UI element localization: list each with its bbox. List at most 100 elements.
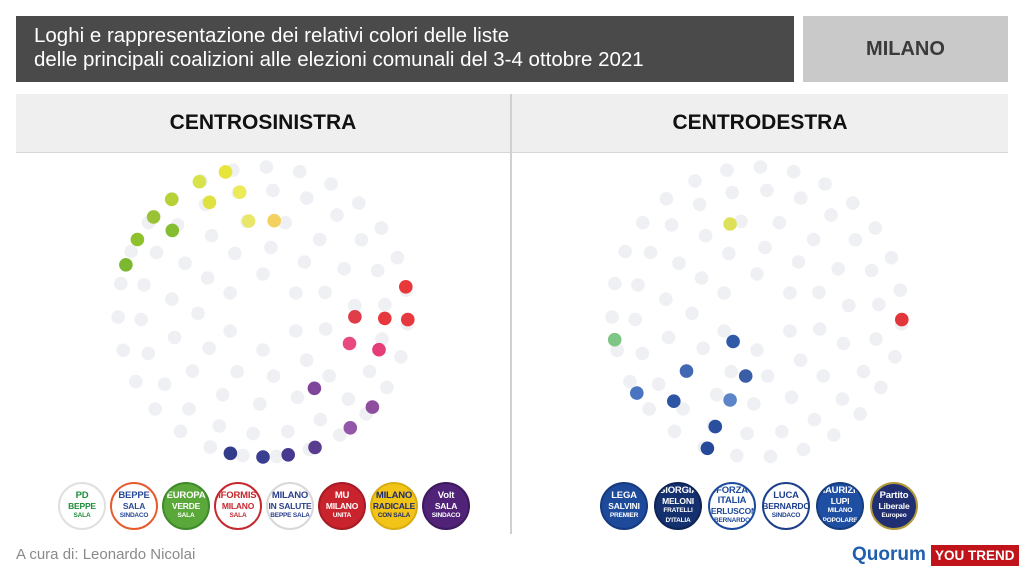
- logo-text: SALVINI: [608, 501, 640, 511]
- logo-text: MILANO POPOLARE: [822, 507, 858, 524]
- background-dot: [212, 419, 227, 433]
- background-dot: [791, 255, 806, 269]
- volt-logo: Volt SALA SINDACO: [422, 482, 470, 530]
- background-dot: [341, 392, 356, 406]
- left-panel-title: CENTROSINISTRA: [16, 94, 510, 153]
- list-color-dot: [630, 386, 644, 400]
- background-dot: [758, 240, 772, 255]
- logo-text: RADICALE: [372, 501, 416, 511]
- background-dot: [354, 233, 369, 247]
- background-dot: [290, 390, 305, 405]
- background-dot: [812, 285, 826, 300]
- list-color-dot: [399, 280, 413, 294]
- background-dot: [796, 442, 811, 457]
- background-dot: [824, 208, 838, 222]
- background-dot: [694, 271, 709, 285]
- logo-text: BERLUSCONI: [710, 506, 754, 516]
- background-dot: [352, 196, 366, 210]
- list-color-dot: [365, 400, 380, 414]
- background-dot: [888, 350, 902, 364]
- background-dot: [178, 256, 192, 271]
- background-dot: [753, 160, 768, 174]
- beppe-sala-sindaco-logo: BEPPE SALA SINDACO: [110, 482, 158, 530]
- background-dot: [812, 322, 827, 336]
- logo-text: SALA: [73, 512, 91, 519]
- background-dot: [266, 369, 281, 383]
- list-color-dot: [223, 446, 238, 461]
- background-dot: [266, 183, 280, 198]
- background-dot: [312, 232, 327, 247]
- background-dot: [793, 353, 808, 368]
- logo-text: SALA: [122, 501, 146, 511]
- background-dot: [874, 380, 888, 395]
- logo-text: Partito: [879, 490, 909, 501]
- background-dot: [750, 343, 764, 357]
- background-dot: [124, 244, 138, 259]
- background-dot: [775, 424, 789, 439]
- logo-text: IN SALUTE: [268, 501, 312, 511]
- list-color-dot: [164, 192, 179, 207]
- background-dot: [848, 233, 863, 247]
- list-color-dot: [723, 393, 737, 407]
- background-dot: [333, 428, 347, 442]
- forza-italia-logo: FORZA ITALIABERLUSCONIBERNARDO: [708, 482, 756, 530]
- list-color-dot: [202, 195, 217, 210]
- logo-text: LEGA: [611, 490, 637, 501]
- bernardo-sindaco-logo: LUCA BERNARDO SINDACO: [762, 482, 810, 530]
- logo-text: Volt: [437, 490, 455, 501]
- logo-text: Liberale: [878, 501, 910, 511]
- partito-liberale-europeo-logo: Partito Liberale Europeo: [870, 482, 918, 530]
- background-dot: [215, 387, 230, 402]
- background-dot: [816, 369, 830, 383]
- list-color-dot: [130, 232, 145, 247]
- background-dot: [259, 160, 274, 174]
- logo-text: LUPI: [830, 496, 850, 506]
- background-dot: [167, 330, 182, 345]
- logo-text: FORZA ITALIA: [716, 485, 748, 506]
- list-color-dot: [241, 214, 256, 228]
- list-color-dot: [342, 336, 357, 351]
- background-dot: [191, 306, 205, 321]
- logo-text: MELONI: [662, 496, 694, 506]
- lega-logo: LEGA SALVINI PREMIER: [600, 482, 648, 530]
- logo-text: FRATELLI D'ITALIA: [663, 507, 693, 524]
- background-dot: [868, 221, 883, 235]
- background-dot: [651, 377, 666, 392]
- background-dot: [667, 424, 682, 439]
- list-color-dot: [726, 334, 740, 349]
- background-dot: [362, 364, 377, 379]
- logo-text: BERNARDO: [714, 517, 750, 524]
- title-box: Loghi e rappresentazione dei relativi co…: [16, 16, 794, 82]
- background-dot: [672, 256, 686, 271]
- background-dot: [252, 397, 267, 411]
- background-dot: [747, 397, 761, 411]
- list-color-dot: [378, 311, 392, 326]
- background-dot: [370, 263, 385, 278]
- milano-radicale-logo: MILANO RADICALE CON SALA: [370, 482, 418, 530]
- left-logo-row: PD BEPPE SALA BEPPE SALA SINDACO EUROPA VERDE SA…: [58, 482, 474, 532]
- footer-credit: A cura di: Leonardo Nicolai: [16, 546, 196, 563]
- background-dot: [725, 185, 739, 200]
- list-color-dot: [738, 369, 753, 383]
- background-dot: [692, 197, 707, 212]
- background-dot: [643, 245, 658, 260]
- background-dot: [297, 255, 312, 269]
- list-color-dot: [146, 210, 161, 224]
- background-dot: [853, 407, 867, 421]
- background-dot: [734, 214, 748, 229]
- background-dot: [783, 324, 797, 338]
- dot-wheel-centrosinistra: [111, 160, 415, 464]
- background-dot: [760, 183, 774, 198]
- list-color-dot: [308, 440, 322, 455]
- background-dot: [256, 343, 270, 357]
- background-dot: [165, 292, 179, 307]
- logo-text: SINDACO: [771, 512, 801, 519]
- background-dot: [281, 424, 295, 439]
- list-color-dot: [708, 419, 723, 434]
- list-color-dot: [401, 312, 415, 327]
- background-dot: [835, 392, 850, 406]
- list-color-dot: [256, 450, 270, 464]
- background-dot: [390, 250, 405, 265]
- logo-text: BERNARDO: [762, 501, 810, 511]
